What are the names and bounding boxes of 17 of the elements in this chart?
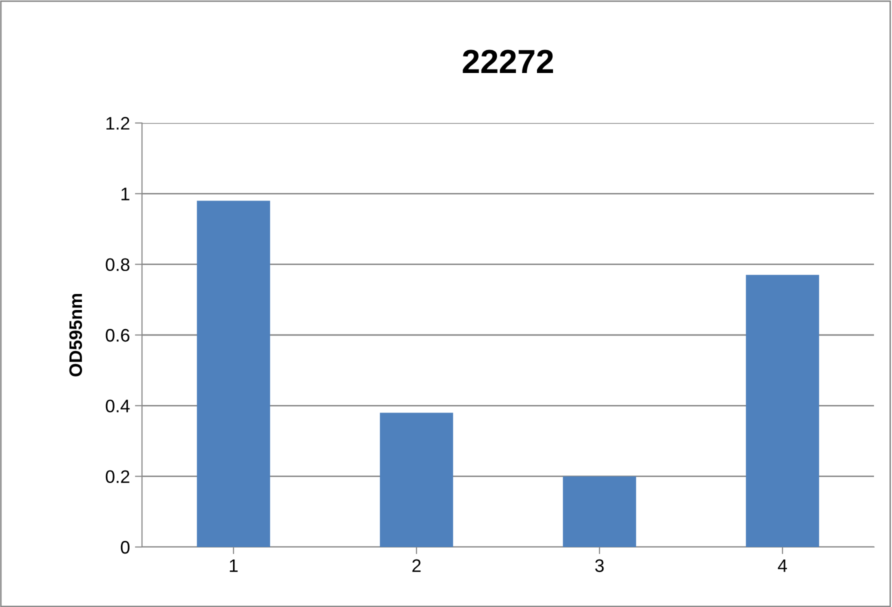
y-tick-label: 0 bbox=[120, 540, 130, 554]
x-tick-label: 3 bbox=[595, 559, 604, 572]
bar bbox=[196, 200, 270, 547]
y-tick-label: 1 bbox=[122, 188, 130, 200]
bar bbox=[746, 274, 820, 547]
bar bbox=[380, 412, 454, 547]
bar bbox=[562, 476, 636, 547]
y-axis-title: OD595nm bbox=[69, 294, 82, 376]
y-tick-label: 1.2 bbox=[106, 116, 130, 130]
x-tick-label: 4 bbox=[778, 559, 787, 572]
y-tick-label: 0.8 bbox=[106, 258, 130, 272]
y-tick-label: 0.2 bbox=[106, 470, 130, 484]
chart-title: 22272 bbox=[462, 50, 554, 73]
y-tick-label: 0.4 bbox=[106, 400, 130, 412]
x-tick-label: 2 bbox=[412, 559, 421, 572]
x-tick-label: 1 bbox=[230, 559, 238, 572]
y-tick-label: 0.6 bbox=[106, 328, 130, 342]
